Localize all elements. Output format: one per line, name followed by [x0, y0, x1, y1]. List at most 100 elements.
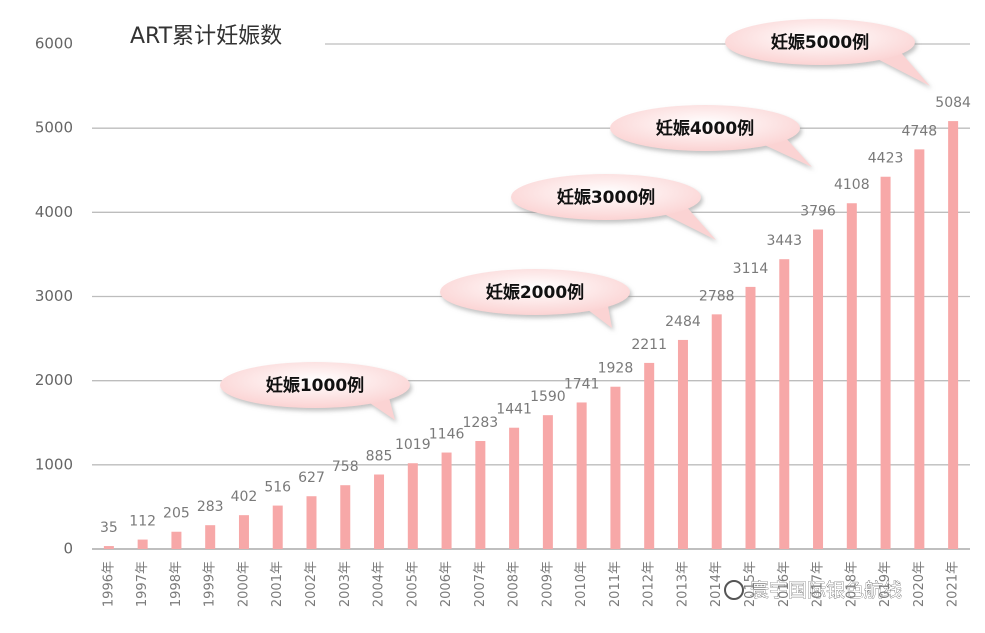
value-label: 885 [366, 449, 393, 465]
value-label: 2211 [631, 337, 667, 353]
x-tick-label: 2004年 [372, 561, 387, 607]
x-tick-label: 2012年 [642, 561, 657, 607]
value-label: 3114 [733, 261, 769, 277]
value-label: 758 [332, 459, 359, 475]
value-label: 1928 [598, 361, 634, 377]
bar [306, 496, 317, 549]
value-label: 4748 [902, 123, 938, 139]
value-label: 627 [298, 470, 325, 486]
x-tick-label: 2016年 [777, 561, 792, 607]
annotation: 妊娠5000例 [771, 32, 869, 53]
bar [272, 505, 283, 549]
bar [576, 402, 587, 549]
bar [103, 546, 114, 549]
value-label: 283 [197, 499, 224, 515]
value-label: 1019 [395, 437, 431, 453]
x-tick-label: 2018年 [844, 561, 859, 607]
annotation: 妊娠3000例 [557, 187, 655, 208]
bar [745, 286, 756, 549]
value-label: 112 [129, 514, 156, 530]
y-tick-label: 0 [63, 540, 73, 558]
y-tick-label: 4000 [35, 203, 73, 221]
bar [238, 515, 249, 549]
x-tick-label: 1996年 [101, 561, 116, 607]
bar [171, 531, 182, 549]
x-tick-label: 2008年 [507, 561, 522, 607]
bar [509, 427, 520, 549]
x-tick-label: 2021年 [946, 561, 961, 607]
bar [846, 203, 857, 549]
x-tick-label: 2002年 [304, 561, 319, 607]
callout [725, 19, 930, 86]
value-label: 205 [163, 506, 190, 522]
callout-bubble [610, 105, 800, 151]
x-tick-label: 2009年 [540, 561, 555, 607]
value-label: 402 [231, 489, 258, 505]
bar [711, 314, 722, 549]
bar [880, 176, 891, 549]
value-label: 2484 [665, 314, 701, 330]
value-label: 1590 [530, 389, 566, 405]
x-tick-label: 2010年 [574, 561, 589, 607]
value-label: 2788 [699, 288, 735, 304]
value-label: 35 [100, 520, 118, 536]
x-tick-label: 2014年 [709, 561, 724, 607]
x-tick-label: 2006年 [439, 561, 454, 607]
bar [340, 485, 351, 549]
annotation: 妊娠2000例 [486, 282, 584, 303]
callout-bubble [440, 269, 630, 315]
callout [511, 174, 716, 240]
y-tick-label: 6000 [35, 35, 73, 53]
watermark: 寰宇国际银色航线 [724, 579, 902, 602]
value-label: 5084 [935, 95, 971, 111]
x-tick-label: 2020年 [912, 561, 927, 607]
callout-bubble [725, 19, 915, 65]
x-tick-label: 2000年 [236, 561, 251, 607]
bar [542, 415, 553, 549]
x-tick-label: 1998年 [169, 561, 184, 607]
bar [610, 386, 621, 549]
bar [475, 441, 486, 549]
x-tick-label: 2007年 [473, 561, 488, 607]
x-tick-label: 2011年 [608, 561, 623, 607]
annotation: 妊娠1000例 [266, 375, 364, 396]
watermark-icon [724, 580, 744, 600]
x-tick-label: 2005年 [405, 561, 420, 607]
bar [137, 539, 148, 549]
callout-bubble [220, 362, 410, 408]
y-tick-label: 3000 [35, 287, 73, 305]
bar [644, 362, 655, 549]
x-tick-label: 1999年 [203, 561, 218, 607]
value-label: 516 [264, 480, 291, 496]
chart-title: ART累计妊娠数 [130, 24, 282, 49]
bar [813, 229, 824, 549]
x-tick-label: 2015年 [743, 561, 758, 607]
y-tick-label: 1000 [35, 455, 73, 473]
x-tick-label: 2001年 [270, 561, 285, 607]
callout-bubble [511, 174, 701, 220]
x-tick-label: 2019年 [878, 561, 893, 607]
value-label: 4423 [868, 151, 904, 167]
y-tick-label: 5000 [35, 119, 73, 137]
callout [610, 105, 812, 167]
value-label: 1283 [463, 415, 499, 431]
value-label: 1146 [429, 427, 465, 443]
value-label: 3443 [766, 233, 802, 249]
bar [948, 121, 959, 549]
x-tick-label: 2017年 [811, 561, 826, 607]
bar [374, 474, 385, 549]
bar [441, 452, 452, 549]
value-label: 1741 [564, 376, 600, 392]
value-label: 4108 [834, 177, 870, 193]
bar [677, 339, 688, 549]
watermark-text: 寰宇国际银色航线 [750, 580, 902, 602]
x-tick-label: 1997年 [135, 561, 150, 607]
x-tick-label: 2013年 [675, 561, 690, 607]
bar [407, 463, 418, 549]
y-tick-label: 2000 [35, 371, 73, 389]
bar [779, 259, 790, 549]
x-tick-label: 2003年 [338, 561, 353, 607]
callout [220, 362, 410, 420]
value-label: 3796 [800, 204, 836, 220]
